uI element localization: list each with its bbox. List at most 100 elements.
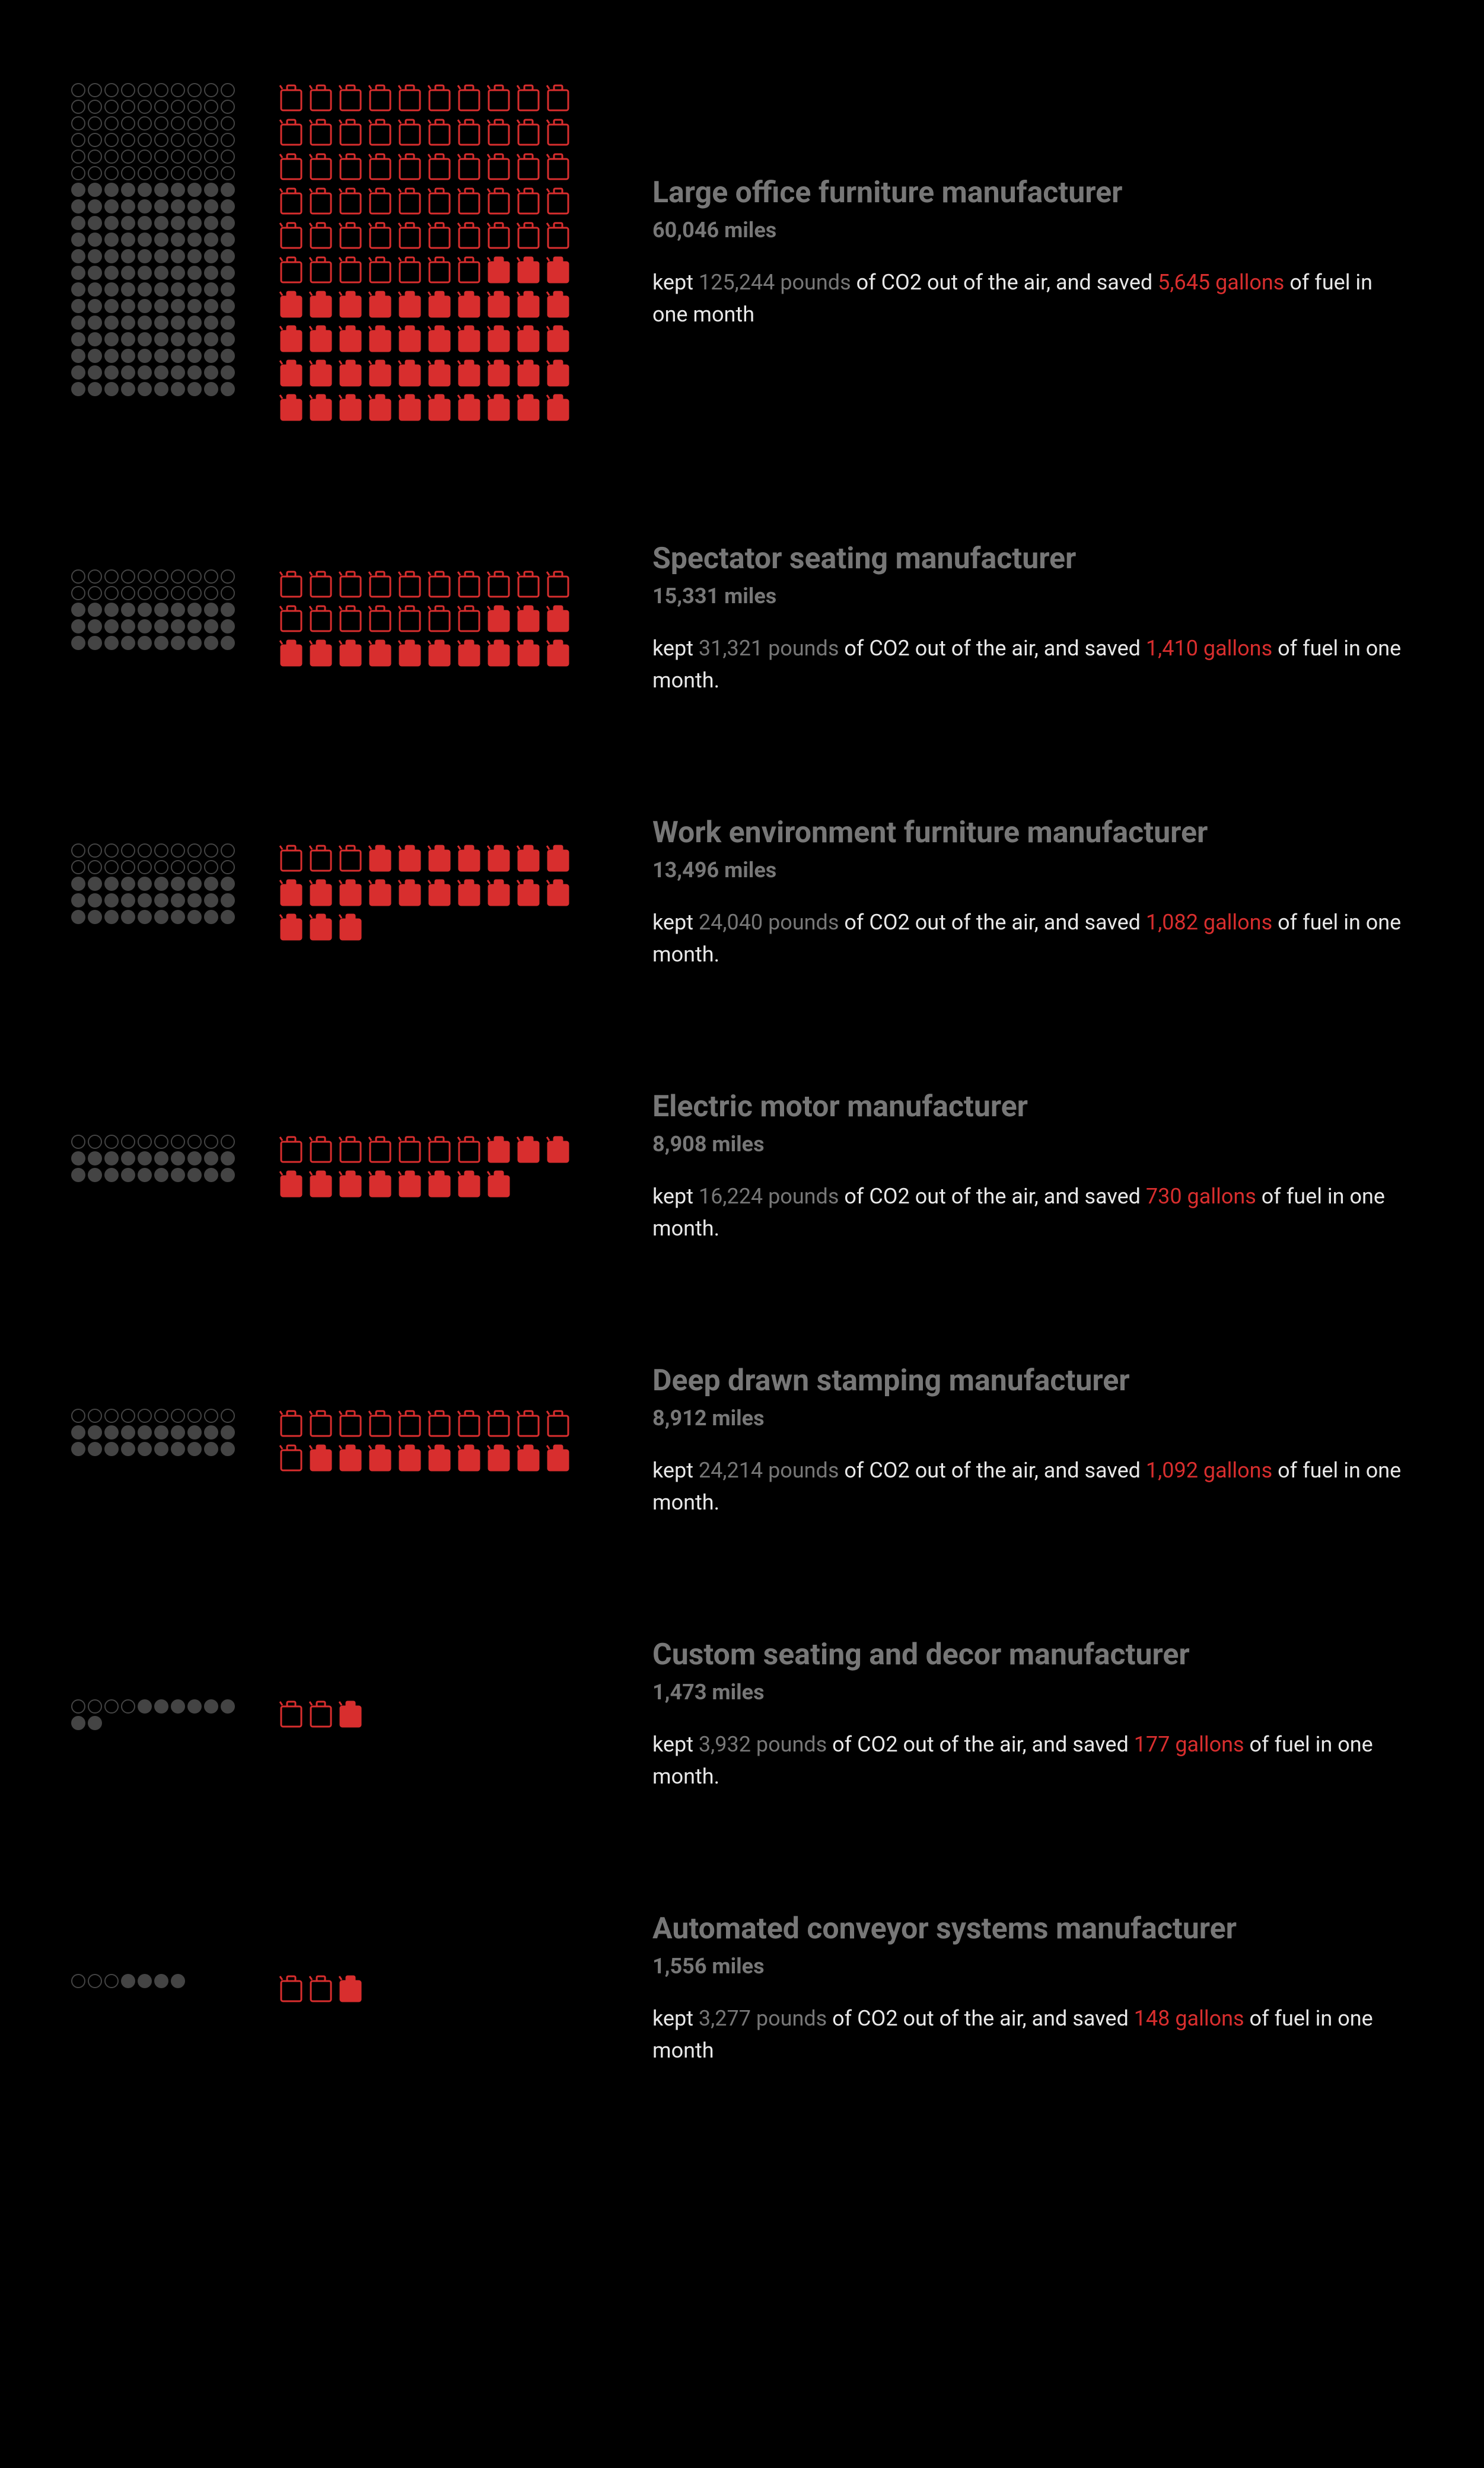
circle-fill-icon (187, 910, 202, 924)
gascan-fill-icon (279, 324, 304, 354)
circle-outline-icon (221, 569, 235, 584)
gascan-outline-icon (279, 152, 304, 181)
gascan-outline-icon (546, 117, 571, 147)
circle-fill-icon (104, 1442, 119, 1456)
circle-fill-icon (171, 893, 185, 907)
circle-fill-icon (71, 266, 85, 280)
gascan-pictogram (279, 569, 593, 668)
gascan-outline-icon (457, 186, 482, 216)
circle-outline-icon (71, 1409, 85, 1423)
circle-fill-icon (71, 877, 85, 891)
circle-outline-icon (187, 860, 202, 874)
circle-outline-icon (88, 149, 102, 164)
circle-fill-icon (138, 233, 152, 247)
grids-column (71, 1409, 617, 1473)
gascan-outline-icon (308, 604, 333, 633)
circle-fill-icon (187, 893, 202, 907)
circle-fill-icon (154, 316, 168, 330)
circle-outline-icon (138, 569, 152, 584)
gascan-fill-icon (546, 393, 571, 422)
circle-fill-icon (71, 1168, 85, 1182)
gascan-outline-icon (486, 221, 511, 250)
circle-outline-icon (88, 860, 102, 874)
circle-fill-icon (204, 877, 218, 891)
gascan-fill-icon (457, 638, 482, 668)
circle-outline-icon (71, 1699, 85, 1714)
gascan-fill-icon (338, 878, 363, 907)
gascan-outline-icon (397, 569, 422, 599)
gascan-fill-icon (486, 843, 511, 873)
gascan-outline-icon (279, 843, 304, 873)
circle-outline-icon (121, 860, 135, 874)
co2-value: 31,321 pounds (699, 636, 839, 661)
circle-outline-icon (187, 166, 202, 180)
entry-miles: 1,556 miles (652, 1954, 1413, 1979)
gascan-outline-icon (308, 1699, 333, 1729)
circle-outline-icon (221, 166, 235, 180)
gascan-fill-icon (427, 1443, 452, 1473)
circle-fill-icon (171, 382, 185, 396)
circle-fill-icon (154, 893, 168, 907)
kept-suffix: of CO2 out of the air, and saved (839, 1184, 1145, 1209)
circle-outline-icon (187, 586, 202, 600)
gascan-fill-icon (486, 255, 511, 285)
circle-pictogram (71, 843, 249, 942)
circle-fill-icon (204, 1699, 218, 1714)
gascan-outline-icon (427, 83, 452, 113)
circle-fill-icon (71, 1425, 85, 1440)
circle-fill-icon (154, 619, 168, 633)
gascan-outline-icon (308, 255, 333, 285)
circle-outline-icon (154, 1409, 168, 1423)
entry-0: Large office furniture manufacturer60,04… (71, 83, 1413, 422)
gascan-fill-icon (427, 878, 452, 907)
circle-outline-icon (121, 1135, 135, 1149)
co2-value: 3,277 pounds (699, 2006, 827, 2031)
gascan-outline-icon (279, 604, 304, 633)
circle-fill-icon (187, 1699, 202, 1714)
circle-fill-icon (187, 365, 202, 380)
circle-fill-icon (104, 1151, 119, 1165)
circle-fill-icon (221, 266, 235, 280)
circle-outline-icon (104, 1974, 119, 1988)
circle-outline-icon (171, 133, 185, 147)
gascan-fill-icon (338, 1169, 363, 1199)
circle-fill-icon (221, 299, 235, 313)
circle-fill-icon (187, 249, 202, 263)
circle-fill-icon (88, 893, 102, 907)
circle-outline-icon (221, 116, 235, 130)
entry-title: Custom seating and decor manufacturer (652, 1637, 1413, 1673)
entry-3: Electric motor manufacturer8,908 mileske… (71, 1089, 1413, 1244)
circle-outline-icon (104, 116, 119, 130)
circle-outline-icon (88, 586, 102, 600)
entry-title: Automated conveyor systems manufacturer (652, 1911, 1413, 1947)
entry-6: Automated conveyor systems manufacturer 1… (71, 1911, 1413, 2066)
entry-4: Deep drawn stamping manufacturer8,912 mi… (71, 1363, 1413, 1518)
grids-column (71, 1699, 617, 1730)
circle-fill-icon (71, 316, 85, 330)
circle-fill-icon (138, 1442, 152, 1456)
gascan-fill-icon (308, 324, 333, 354)
gascan-fill-icon (279, 638, 304, 668)
gascan-fill-icon (427, 843, 452, 873)
circle-outline-icon (154, 149, 168, 164)
circle-fill-icon (187, 266, 202, 280)
gascan-outline-icon (427, 1135, 452, 1164)
gascan-outline-icon (486, 569, 511, 599)
gascan-fill-icon (457, 1169, 482, 1199)
gascan-outline-icon (279, 1135, 304, 1164)
entry-description: kept 3,932 pounds of CO2 out of the air,… (652, 1728, 1413, 1792)
circle-fill-icon (204, 216, 218, 230)
gascan-outline-icon (427, 255, 452, 285)
circle-fill-icon (154, 299, 168, 313)
entry-description: kept 125,244 pounds of CO2 out of the ai… (652, 266, 1413, 330)
co2-value: 3,932 pounds (699, 1732, 827, 1757)
circle-pictogram (71, 1135, 249, 1199)
circle-outline-icon (204, 100, 218, 114)
circle-outline-icon (187, 133, 202, 147)
gascan-outline-icon (546, 152, 571, 181)
circle-fill-icon (121, 199, 135, 214)
gascan-outline-icon (516, 569, 541, 599)
entry-title: Spectator seating manufacturer (652, 541, 1413, 577)
circle-outline-icon (138, 843, 152, 858)
circle-fill-icon (104, 365, 119, 380)
